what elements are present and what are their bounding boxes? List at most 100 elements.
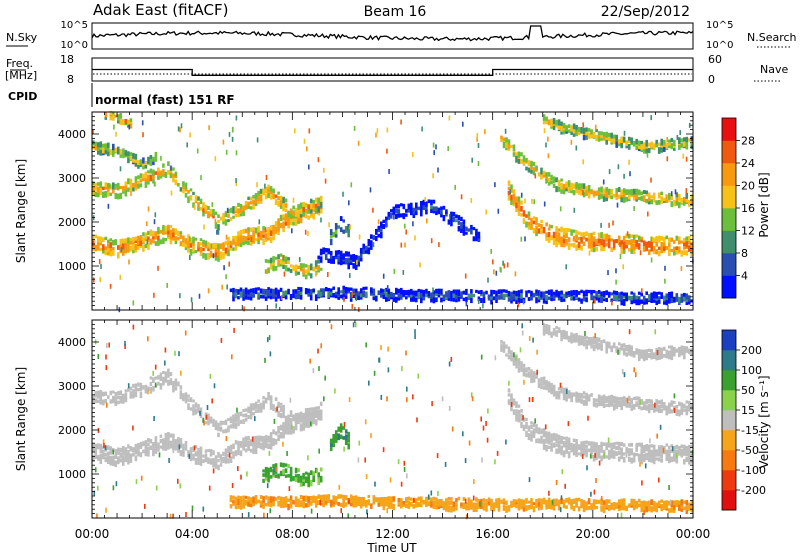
r3-echo (585, 342, 588, 350)
scatter-echo (327, 272, 329, 277)
scatter-echo (494, 355, 497, 361)
r3-echo (675, 348, 679, 353)
power-ylabel: Slant Range [km] (14, 159, 28, 263)
ground-echo (595, 499, 598, 505)
r1-echo (567, 437, 571, 445)
scatter-echo (441, 396, 444, 402)
r1-echo (652, 444, 656, 450)
upper-echo (142, 176, 145, 182)
main-echo (214, 250, 218, 258)
ground-echo (550, 289, 553, 297)
blue-echo (377, 228, 381, 233)
upper-echo (169, 172, 173, 179)
patch-echo (347, 230, 350, 238)
colorbar-segment (722, 118, 736, 141)
upper-echo (282, 404, 285, 412)
r2-echo (683, 408, 686, 412)
ground-echo (402, 290, 406, 297)
scatter-echo (520, 236, 523, 242)
scatter-echo (433, 150, 435, 156)
ground-echo (520, 502, 523, 510)
r2-echo (612, 403, 616, 411)
r2-echo (663, 199, 666, 203)
main-echo (217, 452, 220, 458)
upper2-echo (104, 143, 108, 147)
ground-echo (642, 506, 646, 513)
upper-echo (289, 208, 293, 214)
upper-echo (117, 193, 120, 200)
r1-echo (620, 451, 623, 457)
ground-echo (322, 499, 325, 505)
r1-echo (678, 246, 681, 253)
scatter-echo (160, 155, 162, 161)
ground-echo (372, 288, 376, 296)
r1-echo (652, 237, 656, 244)
upper-echo (114, 392, 118, 397)
upper-echo (232, 206, 235, 213)
r1-echo (668, 250, 671, 257)
low-echo (279, 253, 283, 257)
r3-echo (560, 125, 563, 132)
scatter-echo (231, 127, 234, 133)
scatter-echo (673, 393, 676, 399)
ground-echo (637, 299, 641, 306)
ground-echo (292, 293, 295, 299)
low-echo (279, 462, 283, 467)
upper-echo (149, 381, 153, 386)
ground-echo (312, 499, 315, 504)
ground-echo (264, 502, 268, 507)
r1-echo (668, 246, 671, 252)
r3-echo (550, 120, 553, 127)
upper-echo (257, 403, 260, 409)
r1-echo (645, 241, 648, 246)
r1-echo (572, 235, 576, 242)
ground-echo (329, 499, 333, 507)
r2-echo (515, 362, 518, 369)
upper-echo (227, 425, 230, 433)
r1-echo (668, 241, 671, 247)
r1-echo (595, 451, 598, 457)
r3-echo (610, 348, 613, 353)
low-echo (317, 477, 320, 485)
r2-echo (587, 185, 591, 192)
ground-echo (465, 288, 468, 295)
main-echo (284, 219, 288, 226)
ground-echo (342, 495, 345, 501)
blue-echo (372, 235, 376, 240)
r1-echo (627, 443, 631, 447)
scatter-echo (355, 295, 358, 301)
ground-echo (242, 293, 245, 301)
r2-echo (660, 404, 663, 409)
beam-label: Beam 16 (364, 4, 427, 20)
r2-echo (625, 403, 628, 408)
ground-echo (432, 501, 436, 508)
r1-echo (655, 457, 658, 461)
ground-echo (447, 505, 451, 513)
scatter-echo (273, 467, 275, 473)
main-echo (237, 235, 240, 241)
ground-echo (572, 290, 576, 296)
main-echo (214, 256, 218, 261)
upper-echo (104, 391, 108, 396)
low-echo (274, 256, 278, 260)
ground-echo (272, 496, 275, 502)
blue-echo (400, 203, 403, 207)
scatter-echo (393, 268, 396, 274)
r2-echo (680, 198, 684, 204)
upper-echo (162, 168, 165, 176)
main-echo (254, 438, 258, 444)
upper-echo (192, 399, 195, 403)
r3-echo (575, 333, 578, 338)
r1-echo (683, 449, 686, 455)
scatter-echo (448, 405, 451, 411)
r2-echo (683, 199, 686, 206)
r1-echo (683, 250, 686, 255)
r3-echo (592, 344, 596, 352)
upper-echo (162, 376, 165, 382)
upper-echo (252, 194, 255, 199)
r1-echo (685, 241, 689, 248)
upper2-echo (137, 160, 140, 165)
main-echo (129, 446, 133, 451)
ground-echo (249, 296, 253, 301)
ground-echo (242, 495, 245, 501)
